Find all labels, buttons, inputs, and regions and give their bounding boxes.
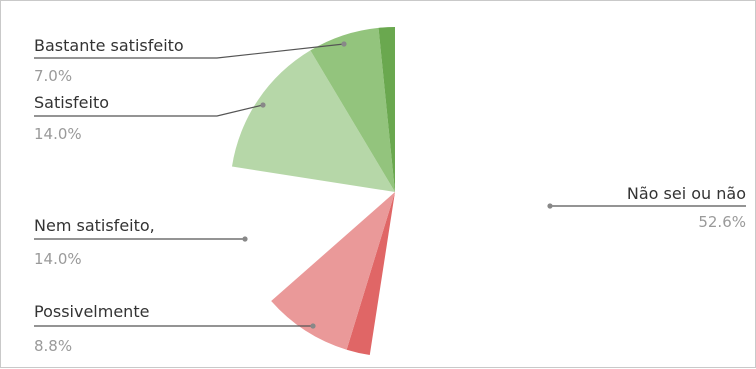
slice-percent-possivelmente: 8.8% (34, 337, 72, 355)
slice-percent-satisfeito: 14.0% (34, 125, 82, 143)
leader-dot-possivelmente (310, 323, 316, 329)
slice-label-nao-sei-ou-nao: Não sei ou não (627, 184, 746, 203)
leader-dot-nao-sei-ou-nao (547, 203, 553, 209)
slice-percent-nao-sei-ou-nao: 52.6% (698, 213, 746, 231)
slice-label-bastante-satisfeito: Bastante satisfeito (34, 36, 184, 55)
leader-dot-nem-satisfeito (242, 236, 248, 242)
pie-slice-slice-1 (346, 192, 395, 356)
leader-line-satisfeito (34, 104, 264, 117)
slice-percent-nem-satisfeito: 14.0% (34, 250, 82, 268)
pie-slice-possivelmente (271, 192, 395, 350)
pie-slice-satisfeito (231, 50, 395, 193)
slice-label-nem-satisfeito: Nem satisfeito, (34, 216, 155, 235)
slice-percent-bastante-satisfeito: 7.0% (34, 67, 72, 85)
pie-slice-slice-6 (378, 27, 395, 192)
slice-label-possivelmente: Possivelmente (34, 302, 149, 321)
slice-label-satisfeito: Satisfeito (34, 93, 109, 112)
pie-slice-bastante-satisfeito (310, 27, 395, 192)
leader-dot-satisfeito (260, 102, 266, 108)
leader-dot-bastante-satisfeito (341, 41, 347, 47)
leader-line-bastante-satisfeito (34, 43, 345, 59)
